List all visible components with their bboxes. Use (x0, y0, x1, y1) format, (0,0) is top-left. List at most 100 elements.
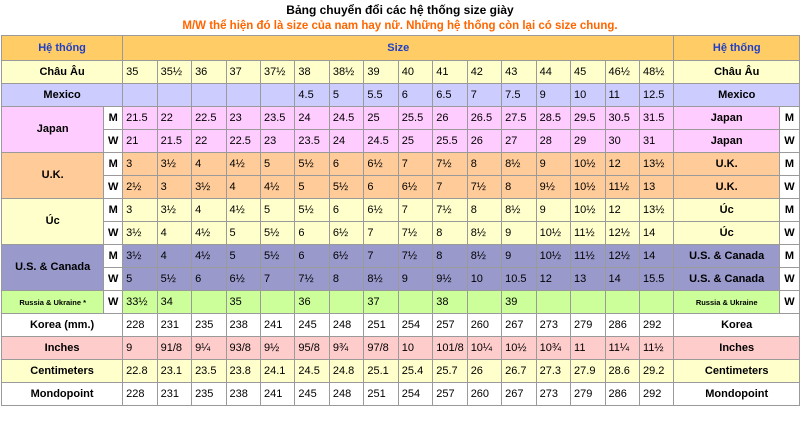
size-cell: 11 (604, 83, 640, 107)
size-cell: 38½ (328, 60, 365, 84)
size-cell: 24.5 (294, 359, 330, 383)
row-label: Inches (0, 336, 124, 360)
size-cell: 39 (501, 290, 537, 314)
size-cell: 24 (294, 106, 330, 130)
size-cell: 27 (501, 129, 537, 153)
size-cell: 26 (466, 359, 503, 383)
header-row: Hệ thống Size Hệ thống (0, 35, 800, 61)
row-label: Châu Âu (0, 60, 124, 84)
size-cell: 23.5 (259, 106, 296, 130)
size-cell: 27.3 (535, 359, 572, 383)
size-cell: 257 (432, 382, 468, 406)
size-cell (191, 290, 227, 314)
size-cell: 5 (294, 175, 330, 199)
size-cell (604, 290, 640, 314)
size-cell: 9 (535, 198, 572, 222)
size-cell: 12.5 (638, 83, 675, 107)
row-label-right: U.K. (673, 152, 780, 176)
size-cell: 13 (570, 267, 606, 291)
size-cell: 15.5 (638, 267, 675, 291)
gender-cell: M (103, 244, 124, 268)
size-cell: 8 (466, 198, 503, 222)
size-cell: 22 (191, 129, 227, 153)
row-label-right: Úc (673, 198, 780, 222)
size-cell: 25.5 (432, 129, 468, 153)
size-cell: 91/8 (156, 336, 193, 360)
row-label: Korea (mm.) (0, 313, 124, 337)
size-cell: 5 (328, 83, 365, 107)
row-label-right: Russia & Ukraine (673, 290, 780, 314)
size-cell: 7 (432, 175, 468, 199)
gender-cell: W (103, 175, 124, 199)
size-cell: 6 (191, 267, 227, 291)
gender-cell: M (103, 152, 124, 176)
size-cell: 12½ (604, 244, 640, 268)
size-cell: 228 (122, 313, 158, 337)
size-cell: 7 (363, 221, 399, 245)
size-cell: 31 (638, 129, 675, 153)
size-cell: 36 (191, 60, 227, 84)
row-label-right: Japan (673, 129, 780, 153)
table-row: Japan M 21.5 22 22.5 23 23.5 24 24.5 25 25.5 26 26.5… (0, 106, 800, 153)
size-cell: 292 (638, 313, 675, 337)
size-cell: 31.5 (638, 106, 675, 130)
size-cell: 11 (570, 336, 606, 360)
size-cell: 6 (397, 83, 434, 107)
size-cell: 35½ (156, 60, 193, 84)
size-cell: 241 (259, 313, 296, 337)
size-cell: 27.5 (501, 106, 537, 130)
size-cell (156, 83, 193, 107)
size-cell: 6 (328, 152, 365, 176)
size-cell: 40 (397, 60, 434, 84)
size-cell: 38 (294, 60, 330, 84)
size-cell: 6½ (363, 152, 399, 176)
size-cell: 254 (397, 382, 434, 406)
size-cell: 5 (225, 244, 261, 268)
size-cell: 27.9 (570, 359, 606, 383)
table-row: U.K. M 3 3½ 4 4½ 5 5½ 6 6½ 7 7½ 8 8½ 9 10½ 12 13½ U.K. M (0, 152, 800, 199)
size-cell: 4 (191, 152, 227, 176)
size-cell (191, 83, 227, 107)
size-cell: 7 (363, 244, 399, 268)
size-cell: 29 (570, 129, 606, 153)
size-cell: 10¾ (535, 336, 572, 360)
size-cell: 25 (363, 106, 399, 130)
size-cell: 260 (466, 382, 503, 406)
size-cell: 5½ (294, 152, 330, 176)
size-cell: 11½ (570, 221, 606, 245)
size-table: Hệ thống Size Hệ thống Châu Âu 35 35½ 36 37 37½ 3… (0, 35, 800, 406)
size-cell: 5.5 (363, 83, 399, 107)
row-label: Mondopoint (0, 382, 124, 406)
row-label-right: Mexico (673, 83, 800, 107)
size-cell: 260 (466, 313, 503, 337)
size-cell: 4 (191, 198, 227, 222)
header-right: Hệ thống (673, 35, 800, 61)
size-cell: 3½ (191, 175, 227, 199)
row-label-right: Japan (673, 106, 780, 130)
size-cell: 7.5 (501, 83, 537, 107)
size-cell: 7 (397, 198, 434, 222)
gender-cell-right: M (778, 198, 800, 222)
gender-cell-right: M (778, 152, 800, 176)
size-cell: 13½ (638, 152, 675, 176)
size-cell: 279 (570, 313, 606, 337)
size-cell: 8½ (501, 198, 537, 222)
size-cell: 13 (638, 175, 675, 199)
size-cell: 10½ (570, 198, 606, 222)
size-cell: 10 (397, 336, 434, 360)
size-cell: 28.5 (535, 106, 572, 130)
gender-cell-right: W (778, 290, 800, 314)
row-label-right: U.K. (673, 175, 780, 199)
gender-cell: W (103, 129, 124, 153)
size-cell (259, 83, 296, 107)
size-cell: 22.8 (122, 359, 158, 383)
size-cell: 6 (363, 175, 399, 199)
size-cell: 14 (638, 244, 675, 268)
size-cell: 235 (191, 382, 227, 406)
size-cell (638, 290, 675, 314)
size-cell: 9 (535, 83, 572, 107)
size-cell: 14 (638, 221, 675, 245)
size-cell: 25.5 (397, 106, 434, 130)
size-cell: 7½ (432, 198, 468, 222)
size-cell: 273 (535, 382, 572, 406)
